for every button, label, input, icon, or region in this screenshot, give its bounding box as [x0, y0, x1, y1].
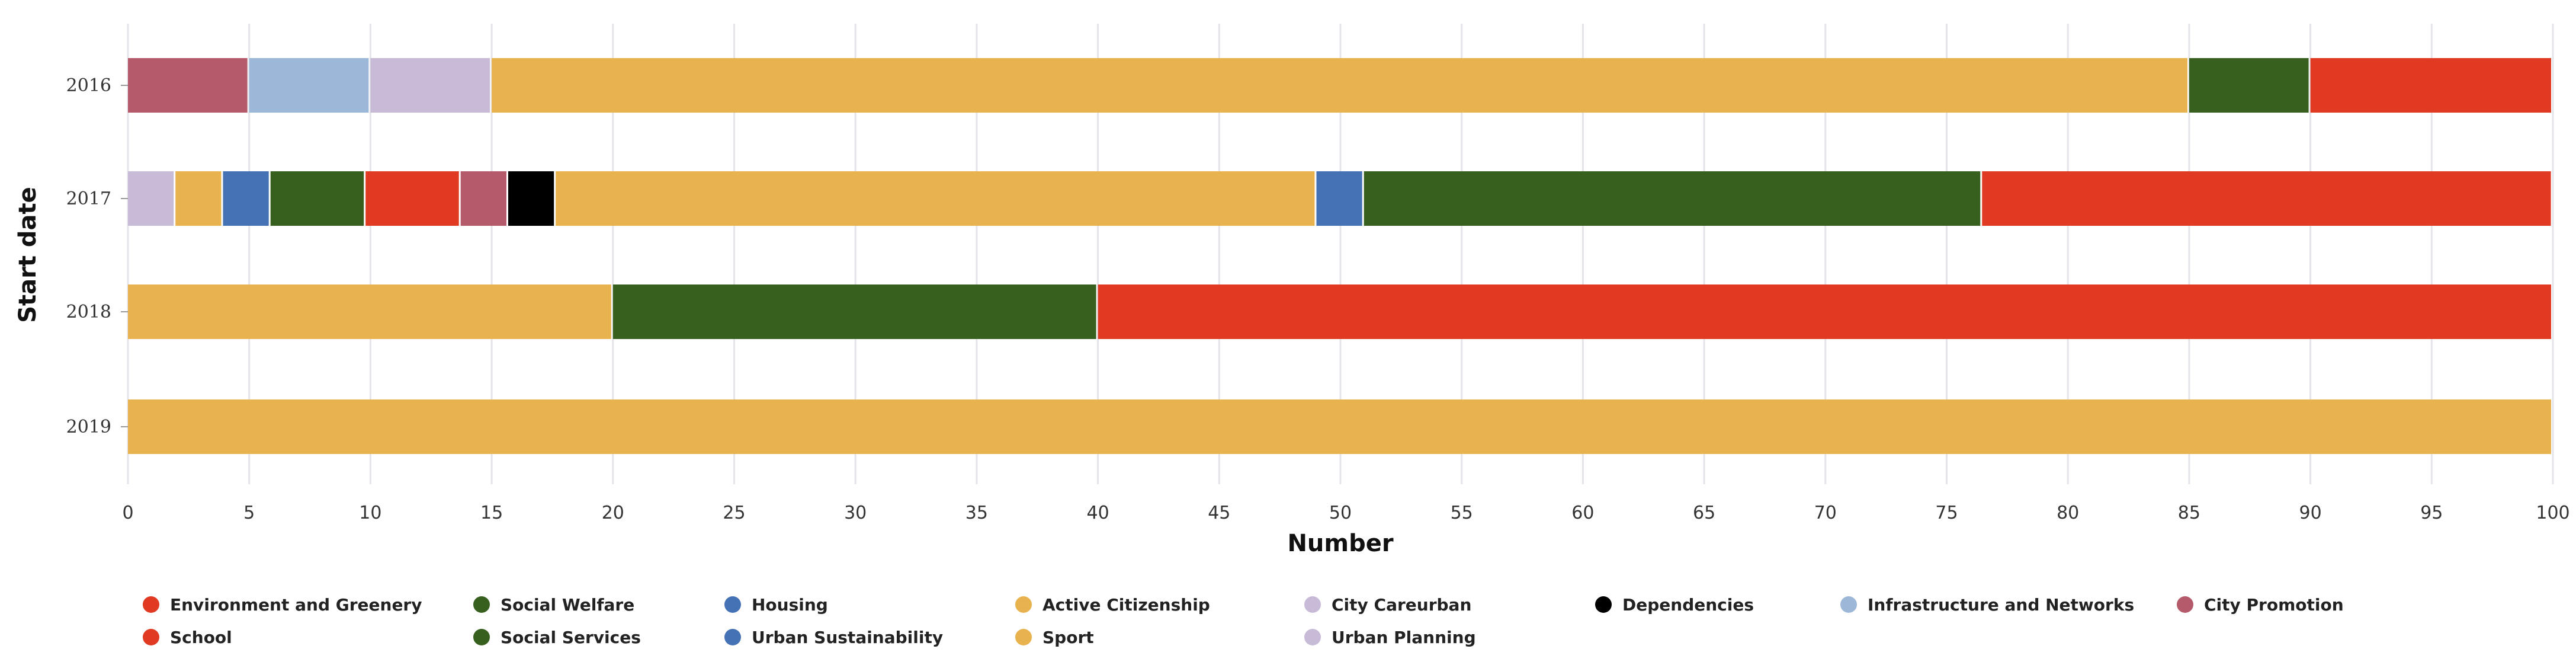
bar-segment[interactable]: [175, 171, 222, 226]
legend-item[interactable]: City Promotion: [2177, 595, 2344, 615]
legend-swatch-icon: [143, 596, 159, 613]
legend-item[interactable]: Active Citizenship: [1015, 595, 1210, 615]
x-tick-label: 60: [1571, 503, 1594, 523]
legend-swatch-icon: [1304, 629, 1321, 645]
legend-label: Active Citizenship: [1042, 595, 1210, 615]
legend-swatch-icon: [724, 629, 741, 645]
bar-segment[interactable]: [556, 171, 1315, 226]
bar-segment[interactable]: [508, 171, 554, 226]
legend-label: Housing: [752, 595, 828, 615]
bar-segment[interactable]: [223, 171, 269, 226]
y-tick-label: 2016: [66, 75, 111, 96]
x-tick-label: 10: [359, 503, 381, 523]
x-tick-label: 0: [122, 503, 133, 523]
legend-swatch-icon: [473, 596, 490, 613]
legend-item[interactable]: Sport: [1015, 628, 1094, 647]
legend-item[interactable]: Dependencies: [1595, 595, 1754, 615]
x-tick-label: 80: [2057, 503, 2079, 523]
x-tick-label: 25: [723, 503, 745, 523]
legend-item[interactable]: Infrastructure and Networks: [1840, 595, 2134, 615]
legend-swatch-icon: [473, 629, 490, 645]
legend-swatch-icon: [1015, 596, 1032, 613]
legend-item[interactable]: School: [143, 628, 232, 647]
legend-swatch-icon: [724, 596, 741, 613]
x-tick-label: 45: [1208, 503, 1230, 523]
bar-segment[interactable]: [1316, 171, 1362, 226]
bar-segment[interactable]: [612, 284, 1096, 339]
x-tick-label: 50: [1329, 503, 1352, 523]
bar-segment[interactable]: [370, 58, 490, 113]
bar-segment[interactable]: [270, 171, 364, 226]
y-tick-label: 2019: [66, 417, 111, 437]
x-tick-label: 85: [2178, 503, 2200, 523]
x-tick-label: 15: [480, 503, 503, 523]
legend-swatch-icon: [2177, 596, 2193, 613]
legend-item[interactable]: Urban Sustainability: [724, 628, 943, 647]
y-tick-label: 2018: [66, 302, 111, 322]
bar-segment[interactable]: [365, 171, 459, 226]
legend-item[interactable]: City Careurban: [1304, 595, 1471, 615]
legend: Environment and Greenery Social Welfare Ho…: [143, 595, 2344, 647]
legend-item[interactable]: Environment and Greenery: [143, 595, 422, 615]
x-tick-label: 100: [2536, 503, 2569, 523]
legend-swatch-icon: [143, 629, 159, 645]
legend-label: Urban Sustainability: [752, 628, 943, 647]
legend-label: Social Services: [501, 628, 641, 647]
bar-segment[interactable]: [249, 58, 369, 113]
legend-label: Dependencies: [1622, 595, 1754, 615]
legend-label: Social Welfare: [501, 595, 634, 615]
legend-label: Infrastructure and Networks: [1868, 595, 2134, 615]
legend-label: Environment and Greenery: [170, 595, 422, 615]
bar-segment[interactable]: [128, 284, 611, 339]
x-tick-label: 20: [602, 503, 624, 523]
legend-label: Sport: [1042, 628, 1094, 647]
bar-segment[interactable]: [128, 58, 248, 113]
x-tick-label: 65: [1693, 503, 1715, 523]
x-tick-label: 40: [1087, 503, 1109, 523]
x-tick-label: 35: [965, 503, 988, 523]
legend-item[interactable]: Social Welfare: [473, 595, 634, 615]
x-tick-label: 30: [844, 503, 867, 523]
legend-item[interactable]: Housing: [724, 595, 828, 615]
legend-label: School: [170, 628, 232, 647]
x-tick-label: 90: [2299, 503, 2322, 523]
x-tick-label: 55: [1451, 503, 1473, 523]
y-axis-label: Start date: [14, 187, 41, 323]
legend-label: Urban Planning: [1332, 628, 1476, 647]
bar-segment[interactable]: [2189, 58, 2309, 113]
x-tick-label: 95: [2420, 503, 2443, 523]
legend-swatch-icon: [1304, 596, 1321, 613]
legend-swatch-icon: [1595, 596, 1612, 613]
legend-item[interactable]: Social Services: [473, 628, 641, 647]
bar-segment[interactable]: [128, 399, 2551, 454]
legend-label: City Careurban: [1332, 595, 1471, 615]
bar-segment[interactable]: [1982, 171, 2551, 226]
bar-segment[interactable]: [1364, 171, 1981, 226]
bar-segment[interactable]: [128, 171, 174, 226]
bar-segment[interactable]: [1098, 284, 2551, 339]
legend-swatch-icon: [1840, 596, 1857, 613]
y-tick-label: 2017: [66, 188, 111, 209]
legend-label: City Promotion: [2204, 595, 2344, 615]
x-tick-labels: 0 5 10 15 20 25 30 35 40 45 50 55 60 65 70 75 80 85 90 95 10…: [122, 503, 2569, 523]
x-axis-label: Number: [1287, 530, 1393, 557]
legend-item[interactable]: Urban Planning: [1304, 628, 1476, 647]
bar-segment[interactable]: [460, 171, 506, 226]
bar-segment[interactable]: [492, 58, 2187, 113]
y-tick-labels: 2016 2017 2018 2019: [66, 75, 128, 437]
x-tick-label: 70: [1814, 503, 1837, 523]
bars: [128, 58, 2551, 454]
x-tick-label: 5: [243, 503, 255, 523]
legend-swatch-icon: [1015, 629, 1032, 645]
bar-segment[interactable]: [2310, 58, 2551, 113]
x-tick-label: 75: [1935, 503, 1958, 523]
